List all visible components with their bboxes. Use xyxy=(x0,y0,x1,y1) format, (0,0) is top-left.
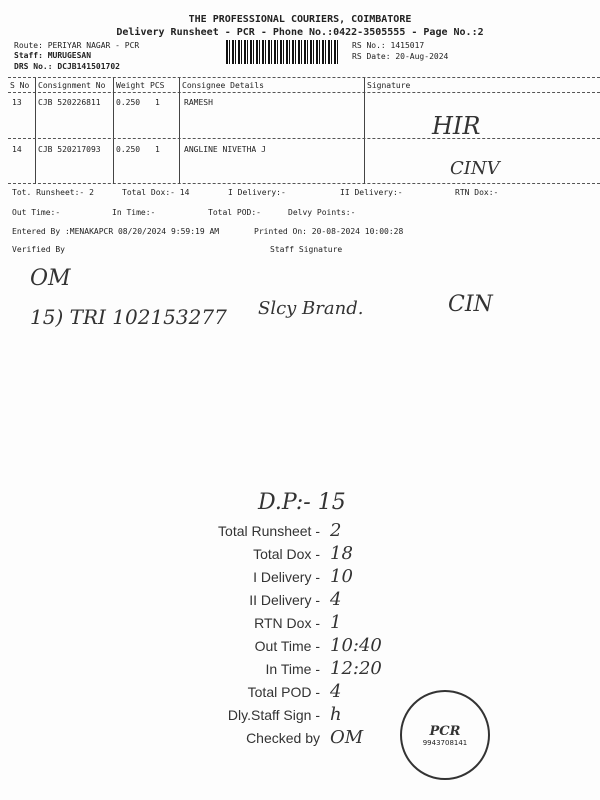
stamp-row: Out Time - 10:40 xyxy=(200,635,400,657)
row-signature: HIR xyxy=(432,112,481,140)
stamp-value: OM xyxy=(330,727,364,748)
stamp-label: Dly.Staff Sign - xyxy=(227,707,320,723)
stamp-label: In Time - xyxy=(265,661,320,677)
rs-number: RS No.: 1415017 xyxy=(352,41,425,50)
ii-delivery: II Delivery:- xyxy=(340,188,403,197)
stamp-value: 10 xyxy=(330,566,353,587)
handwritten-note: 15) TRI 102153277 xyxy=(30,305,227,329)
col-signature: Signature xyxy=(367,81,411,90)
handwritten-name: Slcy Brand. xyxy=(258,298,364,319)
stamp-value: 12:20 xyxy=(330,658,382,679)
delvy-points: Delvy Points:- xyxy=(288,208,356,217)
stamp-label: RTN Dox - xyxy=(254,615,320,631)
stamp-value: h xyxy=(330,704,342,725)
row-consignee: ANGLINE NIVETHA J xyxy=(184,145,266,154)
row-consignment: CJB 520217093 xyxy=(38,145,101,154)
stamp-row: Total Dox - 18 xyxy=(200,543,400,565)
stamp-label: Total Runsheet - xyxy=(218,523,320,539)
stamp-value: 4 xyxy=(330,589,342,610)
row-weight: 0.250 xyxy=(116,98,141,107)
rtn-dox: RTN Dox:- xyxy=(455,188,499,197)
total-dox: Total Dox:- 14 xyxy=(122,188,190,197)
stamp-row: Total Runsheet - 2 xyxy=(200,520,400,542)
seal-number: 9943708141 xyxy=(422,739,468,747)
route: Route: PERIYAR NAGAR - PCR xyxy=(14,41,140,50)
i-delivery: I Delivery:- xyxy=(228,188,286,197)
row-sno: 13 xyxy=(12,98,22,107)
stamp-label: Total Dox - xyxy=(253,546,320,562)
stamp-label: Total POD - xyxy=(247,684,320,700)
stamp-label: II Delivery - xyxy=(249,592,320,608)
handwritten-cin: CIN xyxy=(448,292,493,317)
row-signature: CINV xyxy=(450,158,500,179)
row-sno: 14 xyxy=(12,145,22,154)
total-pod: Total POD:- xyxy=(208,208,261,217)
staff-signature: Staff Signature xyxy=(270,245,343,254)
col-consignment: Consignment No xyxy=(38,81,106,90)
staff: Staff: MURUGESAN xyxy=(14,51,92,60)
row-consignee: RAMESH xyxy=(184,98,213,107)
company-name: THE PROFESSIONAL COURIERS, COIMBATORE xyxy=(188,14,412,25)
seal-text: PCR xyxy=(429,724,461,739)
printed-on: Printed On: 20-08-2024 10:00:28 xyxy=(254,227,404,236)
stamp-row: In Time - 12:20 xyxy=(200,658,400,680)
stamp-row: Dly.Staff Sign - h xyxy=(200,704,400,726)
row-consignment: CJB 520226811 xyxy=(38,98,101,107)
stamp-value: 4 xyxy=(330,681,342,702)
stamp-row: Checked by OM xyxy=(200,727,400,749)
out-time: Out Time:- xyxy=(12,208,61,217)
stamp-row: I Delivery - 10 xyxy=(200,566,400,588)
in-time: In Time:- xyxy=(112,208,156,217)
tot-runsheet: Tot. Runsheet:- 2 xyxy=(12,188,94,197)
delivery-points-handwritten: D.P:- 15 xyxy=(258,490,346,515)
col-pcs: PCS xyxy=(150,81,165,90)
col-consignee: Consignee Details xyxy=(182,81,264,90)
stamp-label: I Delivery - xyxy=(253,569,320,585)
rs-date: RS Date: 20-Aug-2024 xyxy=(352,52,449,61)
seal: PCR 9943708141 xyxy=(400,690,490,780)
stamp-row: RTN Dox - 1 xyxy=(200,612,400,634)
row-pcs: 1 xyxy=(155,98,160,107)
row-weight: 0.250 xyxy=(116,145,141,154)
col-sno: S No xyxy=(10,81,30,90)
col-weight: Weight xyxy=(116,81,145,90)
stamp-row: Total POD - 4 xyxy=(200,681,400,703)
row-pcs: 1 xyxy=(155,145,160,154)
handwritten-initials: OM xyxy=(30,266,71,291)
entered-by: Entered By :MENAKAPCR 08/20/2024 9:59:19… xyxy=(12,227,220,236)
runsheet-title: Delivery Runsheet - PCR - Phone No.:0422… xyxy=(116,27,484,38)
barcode xyxy=(226,40,340,64)
stamp-label: Out Time - xyxy=(254,638,320,654)
stamp-label: Checked by xyxy=(246,730,320,746)
stamp-value: 18 xyxy=(330,543,353,564)
drs-number: DRS No.: DCJB141501702 xyxy=(14,62,120,71)
stamp-value: 10:40 xyxy=(330,635,382,656)
stamp-value: 1 xyxy=(330,612,342,633)
stamp-row: II Delivery - 4 xyxy=(200,589,400,611)
verified-by: Verified By xyxy=(12,245,65,254)
stamp-value: 2 xyxy=(330,520,342,541)
